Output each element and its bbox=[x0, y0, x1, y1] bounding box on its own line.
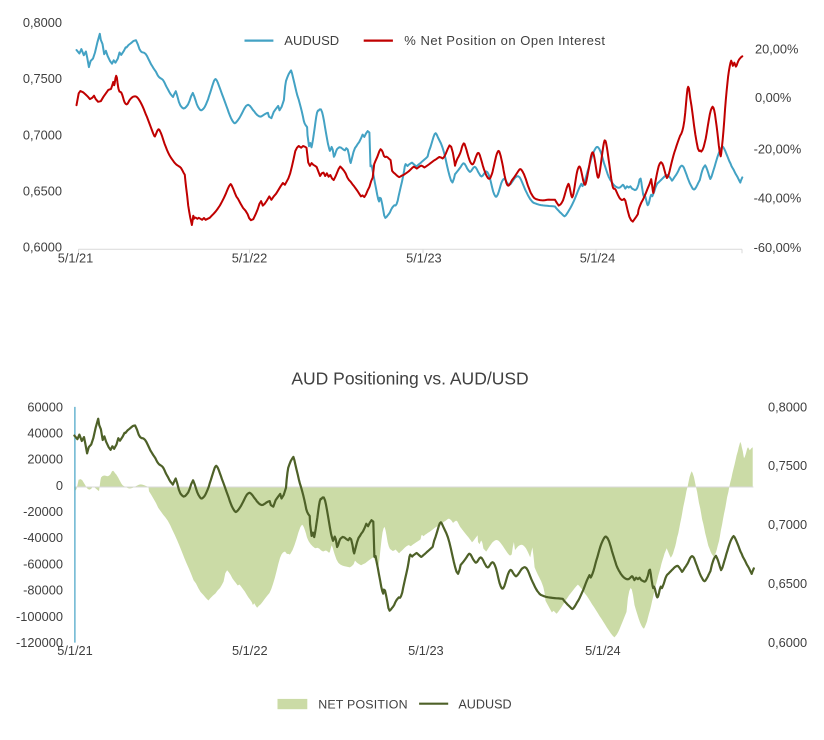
svg-text:0,6500: 0,6500 bbox=[768, 576, 807, 591]
svg-text:AUDUSD: AUDUSD bbox=[284, 33, 339, 48]
svg-text:-40000: -40000 bbox=[23, 530, 63, 545]
svg-text:5/1/22: 5/1/22 bbox=[232, 251, 268, 266]
svg-text:0,00%: 0,00% bbox=[755, 90, 791, 105]
svg-text:5/1/23: 5/1/23 bbox=[408, 643, 444, 658]
svg-text:0,6000: 0,6000 bbox=[23, 240, 62, 255]
svg-text:AUD Positioning vs. AUD/USD: AUD Positioning vs. AUD/USD bbox=[291, 368, 528, 388]
svg-text:0: 0 bbox=[56, 478, 63, 493]
svg-text:5/1/22: 5/1/22 bbox=[232, 643, 268, 658]
svg-text:20000: 20000 bbox=[27, 452, 63, 467]
svg-text:-20,00%: -20,00% bbox=[754, 142, 802, 157]
svg-text:AUDUSD: AUDUSD bbox=[458, 698, 511, 712]
svg-text:% Net Position on Open Interes: % Net Position on Open Interest bbox=[404, 33, 605, 48]
svg-text:-60000: -60000 bbox=[23, 556, 63, 571]
svg-text:-60,00%: -60,00% bbox=[754, 240, 802, 255]
svg-text:0,8000: 0,8000 bbox=[23, 15, 62, 30]
svg-text:0,7500: 0,7500 bbox=[768, 458, 807, 473]
svg-text:0,7000: 0,7000 bbox=[768, 517, 807, 532]
svg-text:5/1/24: 5/1/24 bbox=[585, 643, 621, 658]
svg-text:-120000: -120000 bbox=[16, 635, 63, 650]
svg-text:5/1/21: 5/1/21 bbox=[58, 251, 94, 266]
svg-text:-100000: -100000 bbox=[16, 609, 63, 624]
svg-text:20,00%: 20,00% bbox=[755, 41, 798, 56]
svg-text:0,6000: 0,6000 bbox=[768, 635, 807, 650]
svg-text:-40,00%: -40,00% bbox=[754, 191, 802, 206]
svg-text:5/1/23: 5/1/23 bbox=[406, 251, 442, 266]
svg-text:-80000: -80000 bbox=[23, 583, 63, 598]
svg-text:-20000: -20000 bbox=[23, 504, 63, 519]
svg-text:5/1/24: 5/1/24 bbox=[580, 251, 616, 266]
svg-text:40000: 40000 bbox=[27, 426, 63, 441]
svg-text:0,8000: 0,8000 bbox=[768, 399, 807, 414]
svg-text:0,7500: 0,7500 bbox=[23, 71, 62, 86]
svg-text:NET POSITION: NET POSITION bbox=[318, 698, 408, 712]
svg-text:5/1/21: 5/1/21 bbox=[57, 643, 93, 658]
svg-text:0,7000: 0,7000 bbox=[23, 127, 62, 142]
svg-text:0,6500: 0,6500 bbox=[23, 184, 62, 199]
svg-text:60000: 60000 bbox=[27, 399, 63, 414]
